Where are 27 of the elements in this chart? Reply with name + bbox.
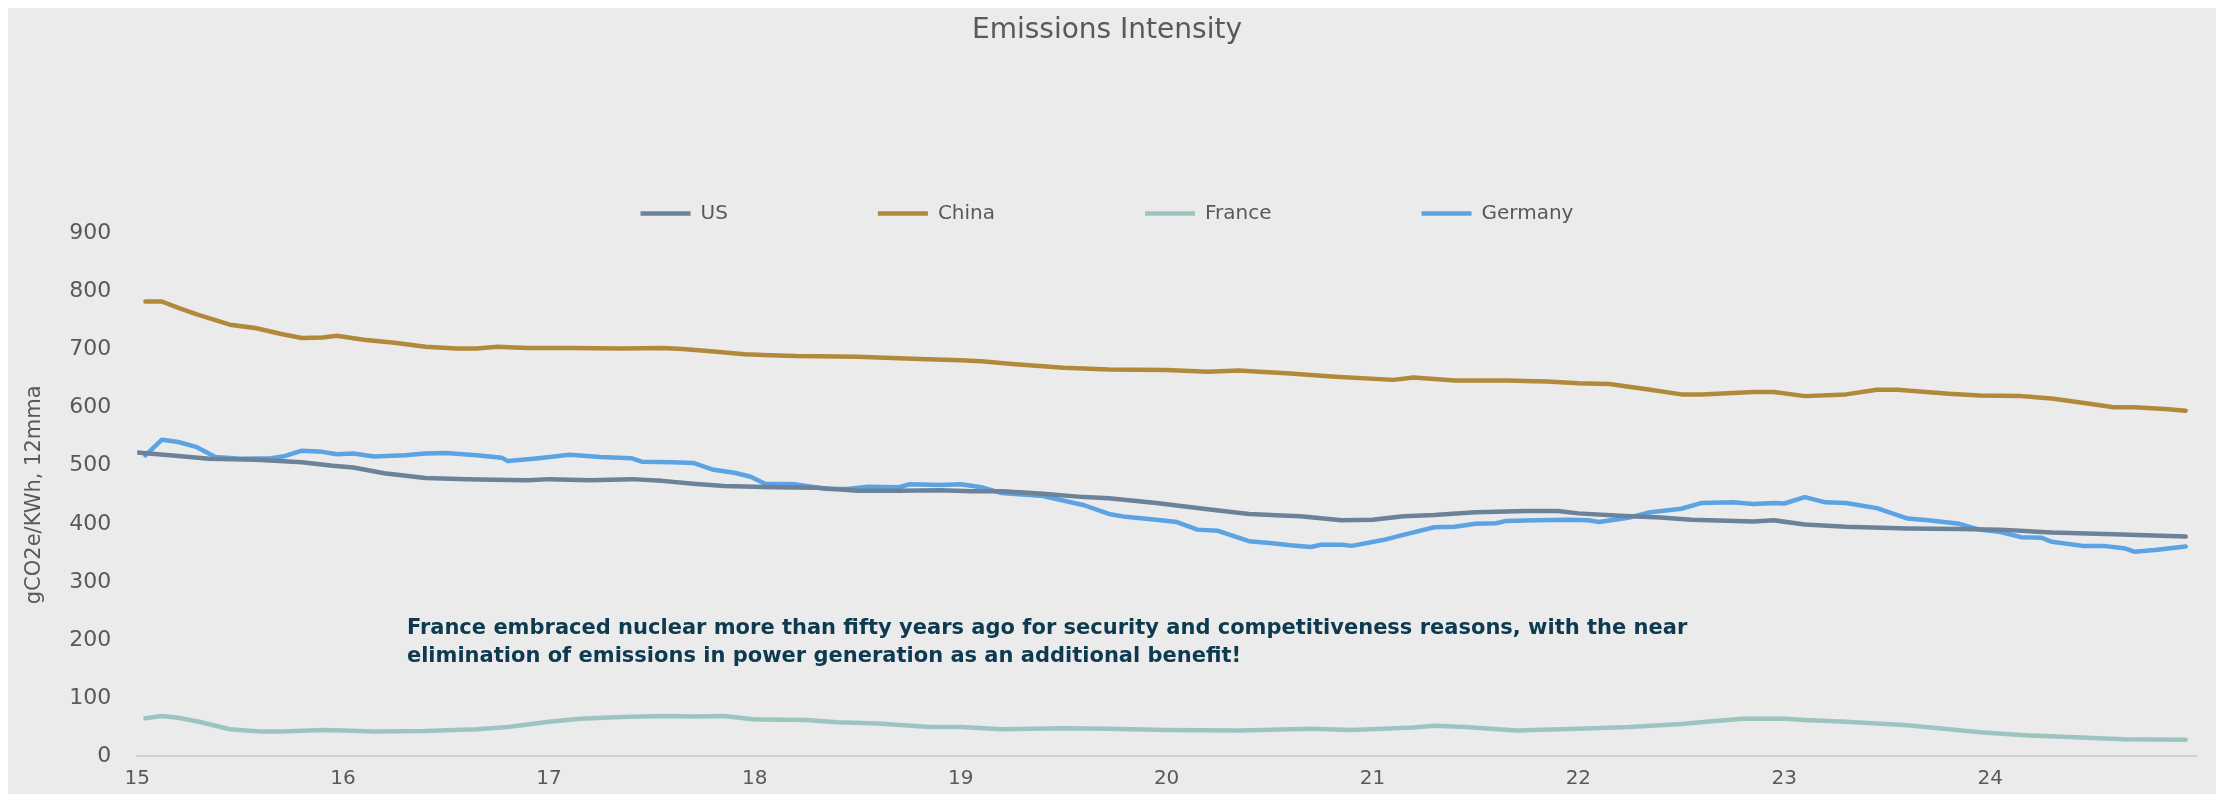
y-tick-label: 900 xyxy=(69,219,112,245)
x-tick-label: 24 xyxy=(1977,765,2003,790)
legend-label: China xyxy=(937,199,996,224)
legend-label: France xyxy=(1205,199,1272,224)
x-tick-label: 18 xyxy=(742,765,768,790)
x-tick-label: 19 xyxy=(947,765,974,790)
y-tick-label: 800 xyxy=(69,277,112,303)
x-tick-label: 15 xyxy=(124,765,150,790)
y-axis-title: gCO2e/KWh, 12mma xyxy=(21,385,46,605)
x-tick-label: 23 xyxy=(1771,765,1797,790)
x-tick-label: 17 xyxy=(536,765,562,790)
x-tick-label: 20 xyxy=(1153,765,1180,790)
y-tick-label: 100 xyxy=(69,683,112,709)
legend-label: US xyxy=(700,199,728,224)
y-tick-label: 0 xyxy=(97,741,112,767)
y-tick-label: 200 xyxy=(69,625,112,651)
x-tick-label: 16 xyxy=(330,765,356,790)
x-tick-label: 21 xyxy=(1359,765,1386,790)
y-tick-label: 300 xyxy=(69,567,112,593)
x-tick-label: 22 xyxy=(1565,765,1592,790)
annotation: France embraced nuclear more than fifty years ago for security and competitiveness reasons, with the near elimination of emissions in power generation as an additional benefit! xyxy=(406,614,1688,667)
y-tick-label: 700 xyxy=(69,335,112,361)
y-tick-label: 400 xyxy=(69,509,112,535)
chart-title: Emissions Intensity xyxy=(972,12,1242,46)
y-tick-label: 500 xyxy=(69,451,112,477)
y-tick-label: 600 xyxy=(69,393,112,419)
legend-label: Germany xyxy=(1481,199,1574,224)
